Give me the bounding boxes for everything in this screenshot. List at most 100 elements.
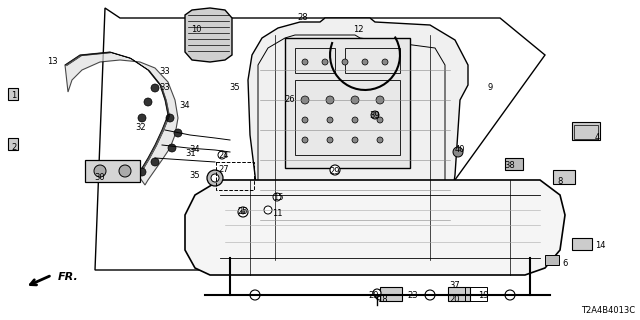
- Circle shape: [327, 117, 333, 123]
- Circle shape: [264, 206, 272, 214]
- Circle shape: [302, 117, 308, 123]
- Text: 24: 24: [219, 150, 229, 159]
- Bar: [380, 287, 402, 301]
- Text: 40: 40: [455, 146, 465, 155]
- Circle shape: [382, 59, 388, 65]
- Text: 6: 6: [563, 259, 568, 268]
- Polygon shape: [185, 180, 565, 275]
- Polygon shape: [65, 52, 178, 185]
- Text: 31: 31: [186, 148, 196, 157]
- Circle shape: [138, 168, 146, 176]
- Bar: [8, 138, 18, 150]
- Text: 25: 25: [237, 207, 248, 217]
- Text: 33: 33: [159, 84, 170, 92]
- Text: 37: 37: [450, 281, 460, 290]
- Text: 39: 39: [370, 110, 380, 119]
- Bar: [553, 170, 575, 184]
- Circle shape: [273, 193, 281, 201]
- Bar: [295, 80, 400, 155]
- Circle shape: [241, 210, 245, 214]
- Bar: [216, 162, 254, 190]
- Text: 30: 30: [95, 173, 106, 182]
- Text: 27: 27: [219, 165, 229, 174]
- Circle shape: [352, 117, 358, 123]
- Circle shape: [330, 165, 340, 175]
- Circle shape: [94, 165, 106, 177]
- Bar: [545, 255, 559, 265]
- Circle shape: [327, 137, 333, 143]
- Text: 35: 35: [189, 171, 200, 180]
- Text: 20: 20: [450, 295, 460, 305]
- Circle shape: [425, 290, 435, 300]
- Text: 35: 35: [230, 84, 240, 92]
- Polygon shape: [185, 8, 232, 62]
- Text: 29: 29: [330, 167, 340, 177]
- Bar: [572, 238, 592, 250]
- Text: 18: 18: [377, 295, 387, 305]
- Circle shape: [238, 207, 248, 217]
- Bar: [85, 160, 140, 182]
- Circle shape: [144, 98, 152, 106]
- Circle shape: [301, 96, 309, 104]
- Circle shape: [377, 117, 383, 123]
- Circle shape: [138, 114, 146, 122]
- Bar: [465, 287, 487, 301]
- Text: 19: 19: [477, 291, 488, 300]
- Text: T2A4B4013C: T2A4B4013C: [581, 306, 635, 315]
- Circle shape: [352, 137, 358, 143]
- Circle shape: [375, 290, 385, 300]
- Text: 32: 32: [136, 124, 147, 132]
- Circle shape: [302, 137, 308, 143]
- Text: 11: 11: [272, 209, 282, 218]
- Circle shape: [373, 289, 381, 297]
- Text: 26: 26: [285, 95, 295, 105]
- Circle shape: [174, 129, 182, 137]
- Text: 9: 9: [488, 84, 493, 92]
- Text: 34: 34: [189, 146, 200, 155]
- Circle shape: [250, 290, 260, 300]
- Circle shape: [211, 174, 219, 182]
- Circle shape: [207, 170, 223, 186]
- Circle shape: [362, 59, 368, 65]
- Circle shape: [166, 114, 174, 122]
- Circle shape: [342, 59, 348, 65]
- Text: 15: 15: [273, 193, 284, 202]
- Bar: [574, 125, 598, 139]
- Text: 14: 14: [595, 241, 605, 250]
- Text: 29: 29: [369, 291, 380, 300]
- Circle shape: [377, 137, 383, 143]
- Circle shape: [322, 59, 328, 65]
- Text: 2: 2: [12, 143, 17, 153]
- Bar: [448, 287, 470, 301]
- Circle shape: [218, 151, 226, 159]
- Circle shape: [302, 59, 308, 65]
- Bar: [295, 48, 335, 73]
- Circle shape: [351, 96, 359, 104]
- Circle shape: [371, 111, 379, 119]
- Circle shape: [168, 144, 176, 152]
- Circle shape: [505, 290, 515, 300]
- Bar: [505, 158, 523, 170]
- Circle shape: [453, 147, 463, 157]
- Bar: [572, 122, 600, 140]
- Text: FR.: FR.: [58, 272, 79, 282]
- Text: 12: 12: [353, 26, 364, 35]
- Text: 1: 1: [12, 92, 17, 100]
- Text: 4: 4: [595, 133, 600, 142]
- Bar: [345, 48, 400, 73]
- Bar: [8, 88, 18, 100]
- Circle shape: [151, 84, 159, 92]
- Text: 38: 38: [504, 161, 515, 170]
- Circle shape: [119, 165, 131, 177]
- Text: 34: 34: [180, 100, 190, 109]
- Text: 28: 28: [298, 13, 308, 22]
- Text: 8: 8: [557, 178, 563, 187]
- Text: 10: 10: [191, 26, 201, 35]
- Polygon shape: [248, 18, 468, 270]
- Circle shape: [376, 96, 384, 104]
- Text: 23: 23: [408, 291, 419, 300]
- Circle shape: [151, 158, 159, 166]
- Text: 33: 33: [159, 68, 170, 76]
- Circle shape: [326, 96, 334, 104]
- Text: 13: 13: [47, 58, 58, 67]
